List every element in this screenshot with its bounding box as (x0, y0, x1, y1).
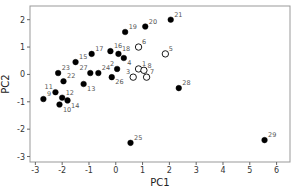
filled-point (109, 74, 115, 80)
y-tick (27, 74, 30, 75)
x-tick-label: -2 (58, 166, 66, 175)
open-point (143, 74, 149, 80)
point-label: 5 (169, 45, 173, 53)
point-label: 26 (115, 78, 123, 86)
x-tick (222, 162, 223, 165)
x-tick-label: 2 (167, 166, 172, 175)
chart: -3-2-10123456-3-2-1012PC1PC2910111214222… (0, 0, 296, 189)
point-label: 21 (174, 11, 182, 19)
point-label: 11 (45, 83, 53, 91)
x-tick-label: 4 (220, 166, 225, 175)
y-tick (27, 129, 30, 130)
filled-point (108, 48, 114, 54)
x-tick-label: -3 (31, 166, 39, 175)
filled-point (96, 70, 102, 76)
points (41, 17, 268, 146)
x-axis-label: PC1 (150, 177, 169, 188)
filled-point (88, 70, 94, 76)
x-tick-label: 6 (274, 166, 279, 175)
y-tick-label: 2 (20, 16, 25, 25)
axes: -3-2-10123456-3-2-1012 (17, 16, 279, 175)
point-label: 28 (182, 79, 190, 87)
filled-point (61, 78, 67, 84)
y-tick-label: 0 (20, 70, 25, 79)
filled-point (55, 70, 61, 76)
point-label: 14 (71, 102, 79, 110)
x-tick (35, 162, 36, 165)
point-label: 22 (67, 72, 75, 80)
point-label: 27 (79, 64, 87, 72)
plot-frame (30, 6, 290, 162)
y-tick (27, 101, 30, 102)
x-tick-label: 0 (113, 166, 118, 175)
point-label: 25 (134, 134, 142, 142)
filled-point (262, 137, 268, 143)
x-tick (196, 162, 197, 165)
y-tick-label: 1 (20, 43, 25, 52)
point-label: 4 (127, 59, 131, 67)
filled-point (65, 98, 71, 104)
filled-point (114, 66, 120, 72)
filled-point (121, 55, 127, 61)
point-label: 7 (150, 68, 154, 76)
filled-point (59, 95, 65, 101)
filled-point (168, 17, 174, 23)
point-label: 1 (142, 60, 146, 68)
point-label: 12 (66, 89, 74, 97)
filled-point (128, 140, 134, 146)
x-tick-label: 1 (140, 166, 145, 175)
x-tick (169, 162, 170, 165)
point-label: 20 (149, 18, 157, 26)
y-tick-label: -2 (17, 125, 25, 134)
point-label: 10 (63, 106, 71, 114)
filled-point (142, 24, 148, 30)
point-label: 15 (79, 53, 87, 61)
filled-point (73, 59, 79, 65)
point-label: 3 (126, 68, 130, 76)
x-tick (142, 162, 143, 165)
filled-point (176, 85, 182, 91)
filled-point (122, 29, 128, 35)
x-tick (276, 162, 277, 165)
point-label: 18 (122, 45, 130, 53)
open-point (130, 74, 136, 80)
x-tick (249, 162, 250, 165)
point-label: 23 (62, 64, 70, 72)
filled-point (57, 102, 63, 108)
open-point (135, 44, 141, 50)
y-tick (27, 47, 30, 48)
point-label: 9 (47, 90, 51, 98)
point-label: 24 (102, 64, 110, 72)
point-label: 29 (268, 131, 276, 139)
point-label: 19 (129, 23, 137, 31)
point-label: 17 (95, 45, 103, 53)
filled-point (89, 51, 95, 57)
filled-point (81, 81, 87, 87)
x-tick (62, 162, 63, 165)
point-label: 2 (110, 60, 114, 68)
filled-point (41, 96, 47, 102)
x-tick-label: -1 (85, 166, 93, 175)
y-tick (27, 156, 30, 157)
x-tick-label: 3 (194, 166, 199, 175)
point-label: 16 (114, 42, 122, 50)
point-label: 6 (142, 38, 146, 46)
y-axis-label: PC2 (0, 74, 11, 93)
x-tick (115, 162, 116, 165)
y-tick (27, 19, 30, 20)
filled-point (116, 51, 122, 57)
x-tick (88, 162, 89, 165)
x-tick-label: 5 (247, 166, 252, 175)
y-tick-label: -1 (17, 98, 25, 107)
y-tick-label: -3 (17, 153, 25, 162)
point-label: 13 (87, 85, 95, 93)
filled-point (53, 89, 59, 95)
point-labels: 9101112142223131517272416184262192021282… (45, 11, 277, 142)
open-point (162, 51, 168, 57)
